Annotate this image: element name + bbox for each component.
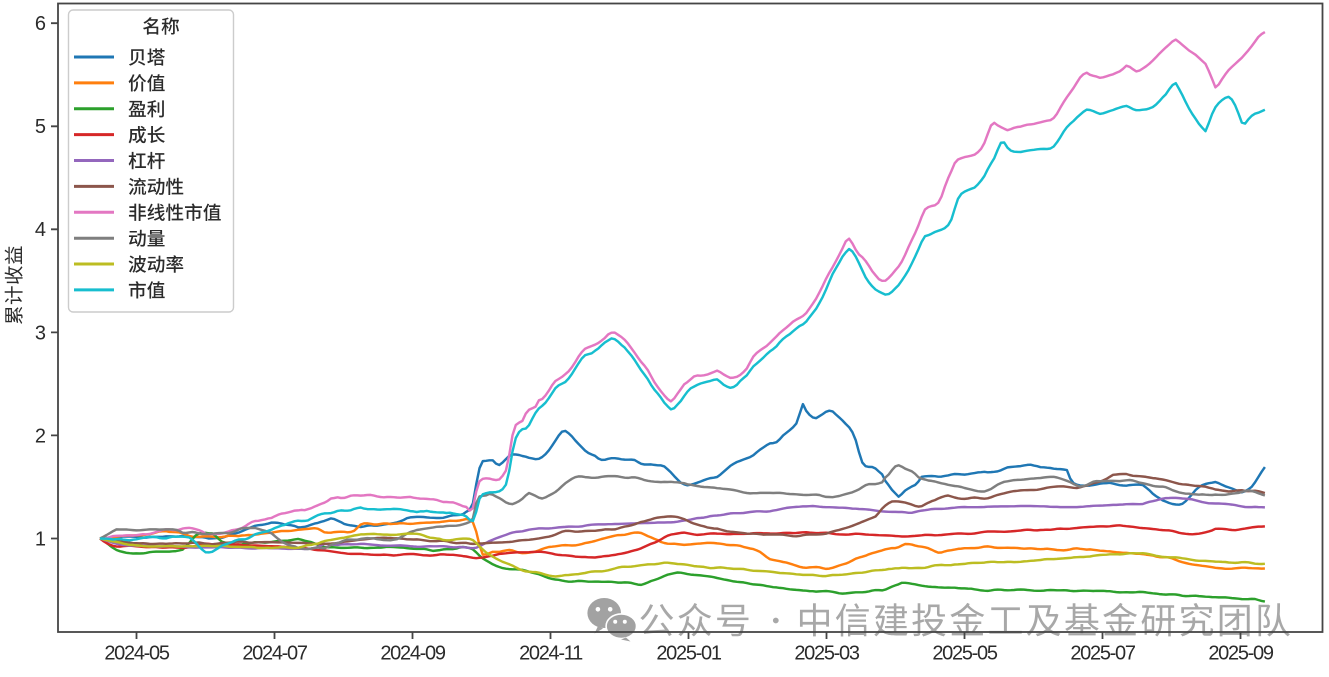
svg-text:2: 2 (35, 425, 46, 447)
svg-text:2024-07: 2024-07 (242, 642, 307, 664)
svg-text:6: 6 (35, 13, 46, 35)
svg-text:1: 1 (35, 528, 46, 550)
svg-text:4: 4 (35, 219, 46, 241)
svg-text:2025-03: 2025-03 (794, 642, 859, 664)
svg-text:2025-01: 2025-01 (656, 642, 721, 664)
svg-text:5: 5 (35, 116, 46, 138)
svg-text:2025-07: 2025-07 (1070, 642, 1135, 664)
svg-text:2025-09: 2025-09 (1208, 642, 1273, 664)
svg-text:2024-05: 2024-05 (104, 642, 169, 664)
svg-text:2024-11: 2024-11 (519, 642, 583, 664)
svg-text:2024-09: 2024-09 (380, 642, 445, 664)
svg-text:3: 3 (35, 322, 46, 344)
svg-text:2025-05: 2025-05 (932, 642, 997, 664)
